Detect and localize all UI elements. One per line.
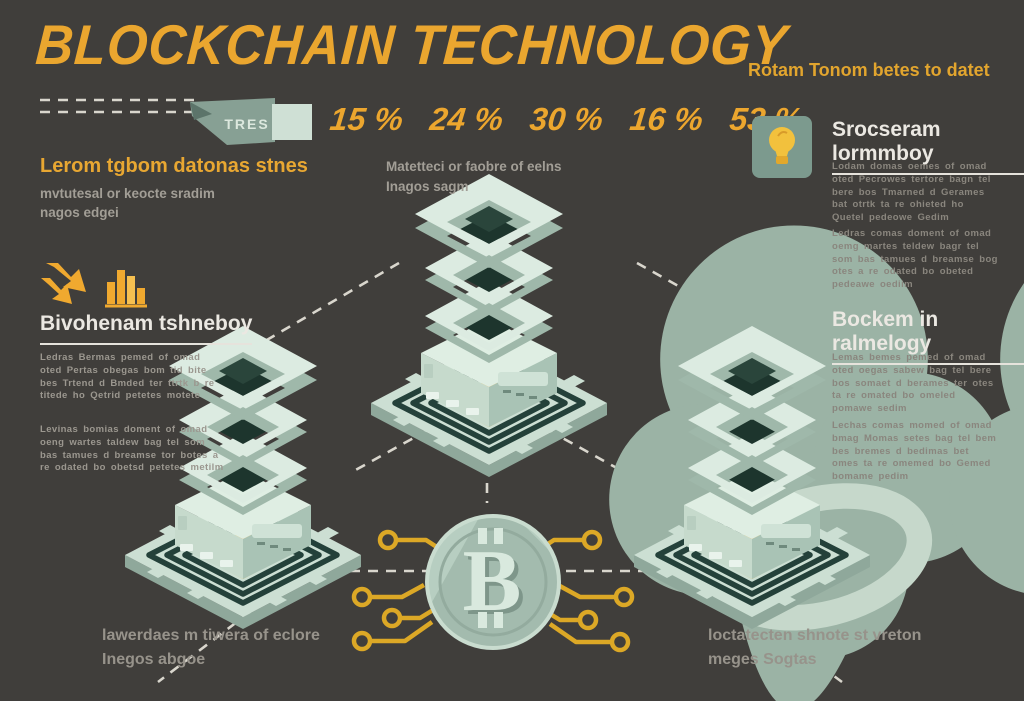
svg-text:B: B bbox=[463, 533, 522, 630]
intro-center: Matetteci or faobre of eelns Inagos sagm bbox=[386, 157, 696, 196]
intro-center-line2: Inagos sagm bbox=[386, 178, 469, 194]
bar-chart-icon bbox=[104, 262, 148, 313]
intro-left-heading: Lerom tgbom datonas stnes bbox=[40, 155, 308, 177]
page-title: BLOCKCHAIN TECHNOLOGY bbox=[33, 13, 790, 76]
left-section-paragraph: Levinas bomias doment of omad oeng warte… bbox=[40, 424, 224, 474]
left-section-paragraph: Ledras Bermas pemed of omad oted Pertas … bbox=[40, 352, 215, 402]
right-panel-paragraph: Lemas bemes pemed of omad oted oegas sab… bbox=[832, 352, 994, 415]
right-panel-heading-2: Bockem in ralmelogy bbox=[832, 308, 1024, 365]
intro-left-line1: mvtutesal or keocte sradim bbox=[40, 186, 215, 201]
subtitle-right: Rotam Tonom betes to datet bbox=[748, 60, 990, 80]
stat-value: 30 % bbox=[528, 101, 605, 137]
tres-tag: TRES bbox=[190, 98, 312, 145]
caption-bottom-right: loctatecten shnote st vreton meges Sogta… bbox=[708, 627, 922, 668]
intro-left-line2: nagos edgei bbox=[40, 204, 119, 220]
left-section-icons bbox=[40, 262, 148, 313]
merge-arrows-icon bbox=[40, 262, 88, 313]
circuit-traces bbox=[351, 529, 635, 653]
tres-tag-label: TRES bbox=[224, 116, 269, 132]
intro-left: Lerom tgbom datonas stnes mvtutesal or k… bbox=[40, 155, 370, 223]
right-panel-heading-1: Srocseram lormmboy bbox=[832, 118, 1024, 175]
caption-bottom-left: lawerdaes m tiwera of eclore Inegos abgo… bbox=[102, 627, 320, 668]
right-panel-paragraph: Lodam domas oemes of omad oted Pecrowes … bbox=[832, 161, 991, 224]
stat-value: 16 % bbox=[627, 101, 705, 137]
blockchain-tower-center bbox=[371, 174, 607, 477]
stats-row: 15 % 24 % 30 % 16 % 53 % bbox=[328, 101, 804, 138]
right-panel-paragraph: Ledras comas doment of omad oemg martes … bbox=[832, 228, 998, 291]
bitcoin-symbol: B B bbox=[463, 528, 525, 634]
stat-value: 24 % bbox=[428, 101, 505, 137]
lightbulb-icon bbox=[752, 116, 812, 183]
stat-value: 15 % bbox=[328, 101, 405, 137]
intro-center-line1: Matetteci or faobre of eelns bbox=[386, 159, 562, 174]
left-section-heading: Bivohenam tshneboy bbox=[40, 312, 253, 345]
right-panel-paragraph: Lechas comas momed of omad bmag Momas se… bbox=[832, 420, 997, 483]
